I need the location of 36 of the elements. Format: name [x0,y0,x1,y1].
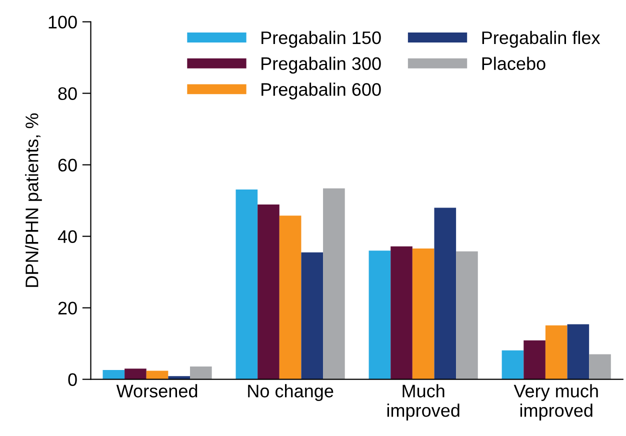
legend-label: Placebo [482,56,546,70]
bar [146,370,168,380]
bar [502,350,524,380]
bar [236,189,258,380]
bar [279,216,302,380]
bar [390,246,412,380]
bar [456,251,478,380]
bar [258,204,280,380]
bar [368,250,391,380]
legend-label: Pregabalin flex [482,30,600,48]
bar [190,366,212,380]
bar [589,354,611,380]
bar [102,370,125,380]
y-tick-label: 100 [48,16,77,29]
bar [545,325,568,380]
bar [301,252,324,380]
y-axis-title: DPN/PHN patients, % [25,113,42,287]
x-tick-label: Very much improved [514,384,598,420]
bar [168,376,190,380]
bar [412,248,434,380]
y-tick-label: 80 [58,87,77,100]
x-tick-label: Worsened [116,384,198,398]
bar [323,188,345,380]
x-tick-label: No change [248,384,334,402]
y-tick-label: 60 [58,158,77,172]
legend-label: Pregabalin 150 [262,30,381,48]
legend-label: Pregabalin 600 [262,82,381,100]
bar [434,208,456,380]
legend-label: Pregabalin 300 [262,56,381,74]
bar [567,324,590,380]
bar [524,340,546,380]
y-tick-label: 20 [58,302,77,315]
bar [124,368,146,380]
x-tick-label: Much improved [387,384,460,420]
y-tick-label: 0 [68,373,77,386]
y-tick-label: 40 [58,230,77,244]
